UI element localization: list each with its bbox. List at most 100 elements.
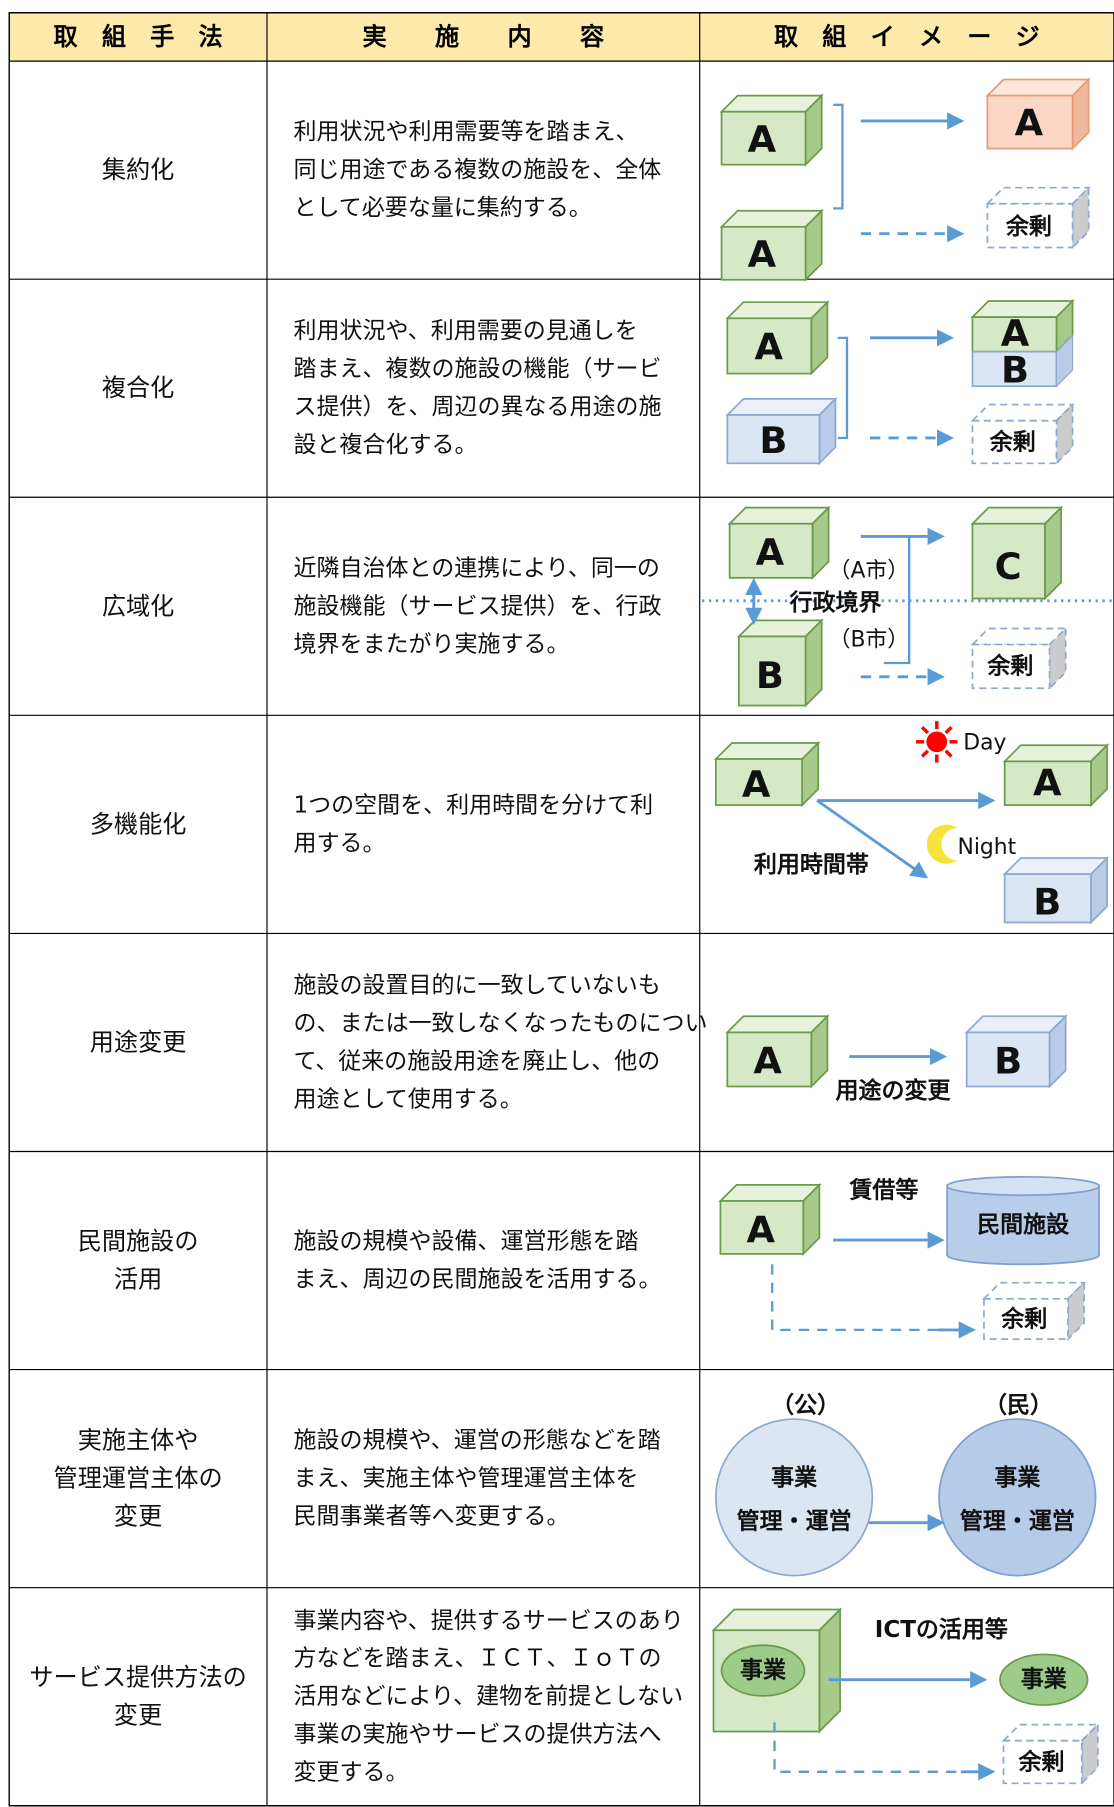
box-top [985,186,1091,205]
connector [771,1264,944,1332]
content-text: 同じ用途である複数の施設を、全体 [293,157,661,183]
method-text: 実施主体や [78,1427,199,1455]
cylinder-top [946,1175,1100,1197]
content-text: 方などを踏まえ、ＩＣＴ、ＩｏＴの [293,1646,661,1672]
oval [720,1644,806,1697]
method-text: 活用 [114,1266,162,1294]
label: （民） [984,1391,1053,1418]
oval [999,1653,1089,1706]
box-label: 余剰 [986,652,1033,679]
circle [714,1418,874,1577]
content-text: 事業内容や、提供するサービスのあり [293,1608,683,1634]
box-top [725,397,838,416]
box-label: B [756,654,784,697]
content-text: 変更する。 [293,1760,408,1786]
box-front [726,414,821,465]
box-front [728,522,814,579]
method-text: 用途変更 [90,1028,187,1056]
box-top [725,301,830,320]
content-text: まえ、周辺の民間施設を活用する。 [293,1267,661,1293]
box-side [804,618,823,708]
method-text: 民間施設の [78,1228,199,1256]
box-front [1003,760,1092,806]
box-front [726,1031,813,1088]
content-text: 近隣自治体との連携により、同一の [293,555,659,581]
label: （A市） [829,558,910,583]
content-text: 境界をまたがり実施する。 [293,631,569,657]
content-text: 施設機能（サービス提供）を、行政 [293,593,661,619]
content-text: 施設の設置目的に一致していないも [293,972,660,998]
label: （B市） [829,627,910,652]
box-label: C [995,545,1022,588]
box-top [970,403,1075,422]
content-text: 施設の規模や、運営の形態などを踏 [293,1428,660,1454]
box-label: A [753,1040,782,1083]
content-text: 活用などにより、建物を前提としない [293,1684,683,1710]
header-cell: 実 施 内 容 [363,23,605,51]
box-label: B [1001,349,1029,392]
box-front [714,758,803,806]
content-text: ス提供）を、周辺の異なる用途の施 [293,394,661,420]
box-label: 余剰 [1017,1749,1064,1776]
box-front [719,1200,805,1255]
content-text: 設と複合化する。 [293,432,477,458]
content-text: 施設の規模や設備、運営形態を踏 [293,1229,638,1255]
box-label: A [755,326,784,369]
label: 管理・運営 [960,1507,1075,1534]
box-label: A [748,233,777,276]
label: （公） [771,1391,840,1418]
box-label: 余剰 [1000,1306,1047,1333]
box-front [971,419,1058,465]
table-border [8,12,1114,1807]
box-front [965,1031,1051,1088]
label: 用途の変更 [836,1077,952,1104]
label: Night [957,835,1016,860]
content-text: として必要な量に集約する。 [293,195,591,221]
connector [833,103,844,210]
arrow [816,799,929,879]
label: 民間施設 [977,1211,1070,1238]
method-text: 変更 [114,1503,162,1531]
box-front [726,317,813,375]
label: 利用時間帯 [754,851,869,878]
cylinder-fill [948,1186,1098,1256]
box-top [1002,857,1110,876]
box-label: B [1033,880,1061,923]
box-side [1055,334,1074,388]
sun-ray [944,749,953,758]
header-bg [8,12,1114,62]
content-text: まえ、実施主体や管理運営主体を [293,1466,638,1492]
box-front [971,350,1058,388]
box-label: A [746,1208,775,1251]
box-side [1067,1280,1085,1342]
box-label: B [759,419,787,462]
method-text: 集約化 [102,156,174,184]
moon [926,824,958,864]
header-cell: 取 組 手 法 [54,23,223,51]
box-front [986,94,1074,150]
box-label: A [748,118,777,161]
box-label: 余剰 [989,429,1036,456]
connector [883,536,911,665]
label: 事業 [1021,1666,1068,1693]
box-label: A [1033,762,1062,805]
box-side [1044,505,1062,601]
label: 事業 [994,1464,1041,1491]
box-front [737,635,807,707]
content-text: 利用状況や、利用需要の見通しを [293,318,637,344]
box-front [986,202,1074,249]
circle [938,1418,1097,1577]
sun [926,731,948,753]
box-front [720,110,807,166]
box-front [983,1297,1069,1340]
method-text: サービス提供方法の [29,1664,246,1692]
method-text: 管理運営主体の [54,1465,223,1493]
box-front [971,522,1046,600]
sun-ray [944,725,953,735]
sun-ray [920,725,930,735]
box-top [1002,744,1110,763]
content-text: て、従来の施設用途を廃止し、他の [293,1048,660,1074]
content-text: 踏まえ、複数の施設の機能（サービ [293,356,661,382]
